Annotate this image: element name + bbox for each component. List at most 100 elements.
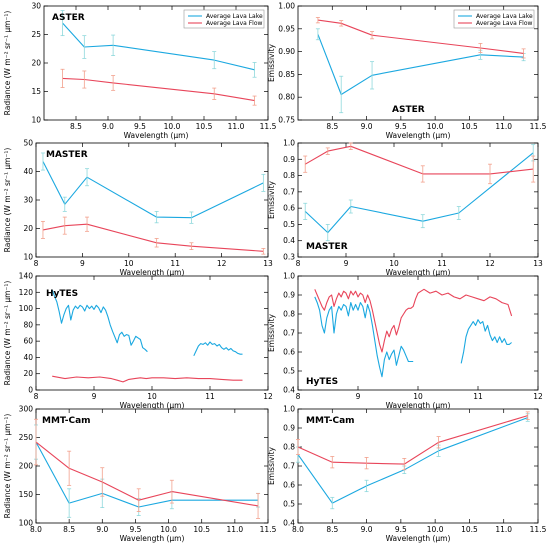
- y-tick-label: 40: [23, 167, 33, 176]
- x-tick-label: 11.0: [495, 525, 512, 534]
- x-tick-label: 12: [533, 392, 543, 401]
- x-tick-label: 10.5: [196, 122, 213, 131]
- panel-master-emis: 8 9 10 11 12 13 0.3 0.4 0.5 0.6 0.7 0.8 0.9 1.0 Wavele…: [267, 139, 543, 278]
- panel-title: MASTER: [306, 242, 348, 252]
- y-axis-label: Emissivity: [267, 446, 276, 484]
- x-tick-label: 9: [344, 259, 349, 268]
- x-tick-label: 11.5: [530, 122, 546, 131]
- panel-mmt-rad: 8.0 8.5 9.0 9.5 10.0 10.5 11.0 11.5 100 150 200 250…: [3, 405, 277, 544]
- x-tick-label: 8.0: [292, 525, 304, 534]
- series-line-lake: [62, 22, 255, 71]
- y-tick-label: 0.6: [283, 204, 295, 213]
- x-tick-label: 11.0: [227, 525, 244, 534]
- y-tick-label: 0.9: [283, 424, 295, 433]
- x-tick-label: 10.0: [427, 122, 444, 131]
- y-axis-label: Emissivity: [267, 313, 276, 351]
- legend-label: Average Lava Lake: [476, 13, 533, 20]
- x-tick-label: 9: [92, 392, 97, 401]
- x-tick-label: 10.0: [427, 525, 444, 534]
- y-axis-label: Radiance (W m⁻² sr⁻¹ μm⁻¹): [3, 148, 12, 253]
- series-line-lake: [297, 417, 528, 504]
- panel-title: MMT-Cam: [42, 416, 91, 426]
- y-tick-label: 0.4: [283, 519, 295, 528]
- x-tick-label: 12: [263, 392, 273, 401]
- panel-title: ASTER: [52, 13, 85, 23]
- x-axis-label: Wavelength (μm): [386, 268, 451, 277]
- x-tick-label: 10: [413, 392, 423, 401]
- y-tick-label: 25: [31, 30, 41, 39]
- y-tick-label: 0.5: [283, 500, 295, 509]
- y-tick-label: 0.4: [283, 236, 295, 245]
- x-axis-label: Wavelength (μm): [120, 401, 185, 410]
- y-tick-label: 0.7: [283, 187, 295, 196]
- y-tick-label: 0.90: [278, 47, 295, 56]
- y-tick-label: 0.4: [283, 386, 295, 395]
- x-tick-label: 8.5: [63, 525, 75, 534]
- plot-frame: [35, 408, 269, 524]
- x-tick-label: 8: [296, 392, 301, 401]
- series-line-lake: [35, 441, 259, 508]
- y-tick-label: 0.6: [283, 481, 295, 490]
- y-axis-label: Radiance (W m⁻² sr⁻¹ μm⁻¹): [3, 11, 12, 116]
- series-line-flow: [35, 441, 259, 507]
- y-tick-label: 20: [31, 59, 41, 68]
- y-tick-label: 140: [19, 272, 34, 281]
- series-line-flow: [52, 375, 243, 383]
- x-axis-label: Wavelength (μm): [120, 534, 185, 543]
- x-tick-label: 11.5: [260, 122, 277, 131]
- y-tick-label: 1.0: [283, 405, 295, 414]
- y-tick-label: 60: [23, 337, 33, 346]
- y-tick-label: 0.75: [278, 116, 295, 125]
- x-tick-label: 13: [263, 259, 273, 268]
- legend-label: Average Lava Lake: [206, 13, 263, 20]
- x-tick-label: 11: [205, 392, 215, 401]
- plot-frame: [35, 142, 269, 258]
- x-axis-label: Wavelength (μm): [386, 534, 451, 543]
- x-tick-label: 8.0: [30, 525, 42, 534]
- y-axis-label: Radiance (W m⁻² sr⁻¹ μm⁻¹): [3, 281, 12, 386]
- x-tick-label: 9.0: [96, 525, 108, 534]
- x-tick-label: 9.0: [361, 122, 373, 131]
- y-tick-label: 0.7: [283, 329, 295, 338]
- plot-frame: [297, 142, 539, 258]
- legend-box: [183, 9, 265, 29]
- y-tick-label: 15: [31, 87, 41, 96]
- y-tick-label: 10: [31, 116, 41, 125]
- series-line-lake: [317, 34, 524, 96]
- y-tick-label: 0.9: [283, 291, 295, 300]
- series-line-lake: [304, 152, 534, 234]
- x-tick-label: 10.5: [193, 525, 210, 534]
- y-tick-label: 0.80: [278, 93, 295, 102]
- series-line-lake: [314, 296, 414, 378]
- y-tick-label: 20: [23, 224, 33, 233]
- x-tick-label: 10.0: [164, 122, 181, 131]
- y-tick-label: 250: [19, 433, 34, 442]
- y-tick-label: 0.8: [283, 171, 295, 180]
- x-axis-label: Wavelength (μm): [120, 268, 185, 277]
- x-tick-label: 9: [80, 259, 85, 268]
- y-tick-label: 200: [19, 462, 34, 471]
- series-line-lake: [42, 161, 264, 219]
- y-tick-label: 120: [19, 288, 34, 297]
- x-tick-label: 11: [437, 259, 447, 268]
- y-tick-label: 0.8: [283, 443, 295, 452]
- x-tick-label: 11.5: [260, 525, 277, 534]
- legend-label: Average Lava Flow: [206, 20, 262, 27]
- x-tick-label: 10: [389, 259, 399, 268]
- panel-master-rad: 8 9 10 11 12 13 10 20 30 40 50 Wavelength (μm) Radia…: [3, 139, 273, 278]
- series-line-flow: [314, 288, 513, 353]
- legend-label: Average Lava Flow: [476, 20, 532, 27]
- x-tick-label: 11: [473, 392, 483, 401]
- series-line-flow: [62, 77, 255, 102]
- x-tick-label: 9.0: [361, 525, 373, 534]
- x-tick-label: 10: [124, 259, 134, 268]
- y-tick-label: 50: [23, 139, 33, 148]
- x-tick-label: 12: [217, 259, 227, 268]
- x-tick-label: 9.5: [129, 525, 141, 534]
- panel-title: MASTER: [46, 150, 88, 160]
- y-tick-label: 300: [19, 405, 34, 414]
